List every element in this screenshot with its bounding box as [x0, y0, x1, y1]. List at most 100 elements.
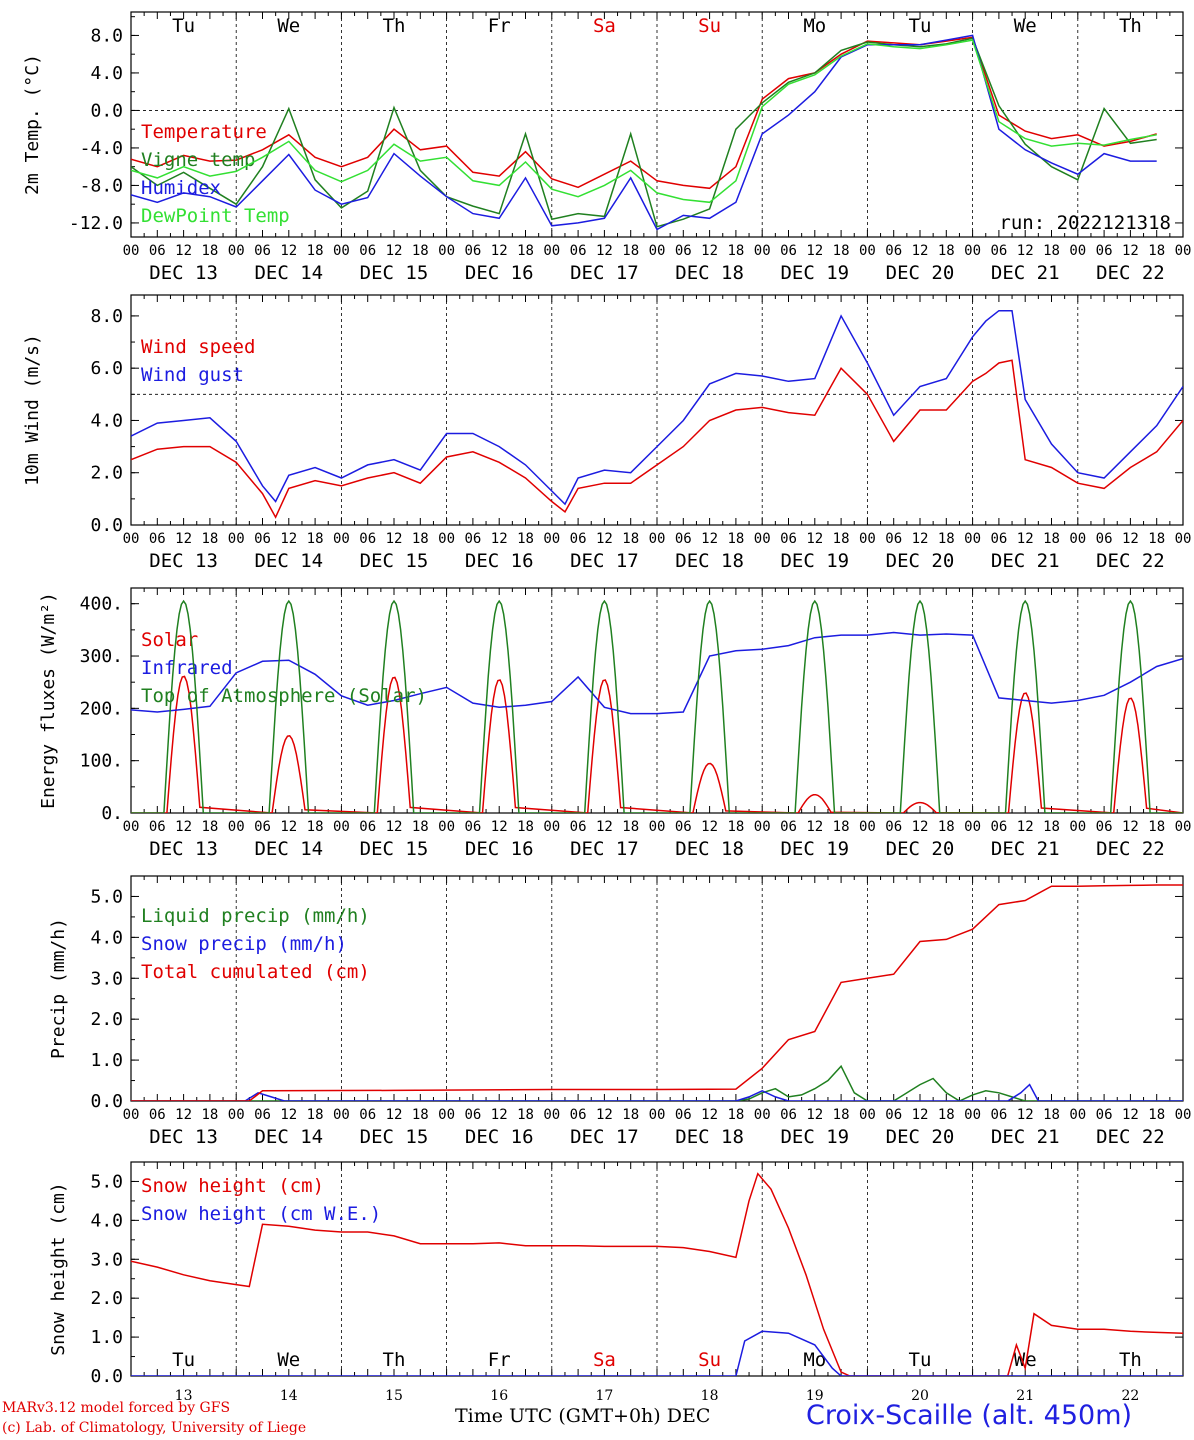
- run-annotation: run: 2022121318: [999, 212, 1171, 234]
- date-label: DEC 19: [780, 1126, 849, 1148]
- hour-tick-label: 18: [517, 531, 534, 547]
- panel-5: 5.0 4.0 3.0 2.0 1.0 0.0 Snow height (cm) Tu We Th…: [48, 1161, 1184, 1404]
- hour-tick-label: 18: [833, 531, 850, 547]
- y-tick-label: 300.: [80, 646, 123, 667]
- y-tick-label: 200.: [80, 698, 123, 719]
- date-label: DEC 18: [675, 550, 744, 572]
- hour-tick-label: 06: [675, 1107, 692, 1123]
- weekday-label: Tu: [909, 15, 932, 37]
- series-line: [131, 1064, 1183, 1101]
- date-label: DEC 15: [360, 550, 429, 572]
- hour-tick-label: 12: [1017, 1107, 1034, 1123]
- date-label: DEC 16: [465, 262, 534, 284]
- day-number-label: 21: [1016, 1388, 1034, 1404]
- hour-tick-label: 06: [359, 243, 376, 259]
- weekday-label: We: [277, 15, 300, 37]
- hour-tick-label: 12: [280, 531, 297, 547]
- hour-tick-label: 00: [123, 531, 140, 547]
- hour-tick-label: 06: [885, 531, 902, 547]
- day-number-label: 18: [701, 1388, 719, 1404]
- hour-tick-label: 06: [464, 1107, 481, 1123]
- weekday-label: Su: [698, 1349, 721, 1371]
- y-tick-label: 0.0: [90, 1366, 123, 1387]
- hour-tick-label: 06: [675, 819, 692, 835]
- hour-tick-label: 12: [701, 243, 718, 259]
- date-label: DEC 19: [780, 550, 849, 572]
- weekday-label: Tu: [909, 1349, 932, 1371]
- day-number-label: 17: [595, 1388, 613, 1404]
- date-label: DEC 13: [149, 838, 218, 860]
- y-tick-label: 4.0: [90, 1210, 123, 1231]
- hour-tick-label: 12: [1017, 819, 1034, 835]
- date-label: DEC 13: [149, 262, 218, 284]
- y-tick-label: 4.0: [90, 927, 123, 948]
- hour-tick-label: 06: [359, 531, 376, 547]
- legend-entry: Vigne temp: [141, 149, 255, 171]
- hour-tick-label: 00: [754, 1107, 771, 1123]
- hour-tick-label: 18: [1148, 1107, 1165, 1123]
- hour-tick-label: 18: [1043, 531, 1060, 547]
- hour-tick-label: 00: [1069, 1107, 1086, 1123]
- hour-tick-label: 12: [912, 1107, 929, 1123]
- hour-tick-label: 06: [570, 819, 587, 835]
- hour-tick-label: 00: [228, 1107, 245, 1123]
- hour-tick-label: 00: [649, 243, 666, 259]
- hour-tick-label: 12: [1017, 531, 1034, 547]
- date-label: DEC 14: [254, 262, 323, 284]
- date-label: DEC 13: [149, 1126, 218, 1148]
- hour-tick-label: 18: [517, 819, 534, 835]
- hour-tick-label: 00: [859, 531, 876, 547]
- legend-entry: Total cumulated (cm): [141, 961, 370, 983]
- hour-tick-label: 12: [175, 531, 192, 547]
- date-label: DEC 14: [254, 550, 323, 572]
- series-line: [131, 359, 1183, 519]
- hour-tick-label: 12: [806, 531, 823, 547]
- hour-tick-label: 06: [464, 531, 481, 547]
- date-label: DEC 15: [360, 838, 429, 860]
- hour-tick-label: 12: [386, 531, 403, 547]
- hour-tick-label: 00: [543, 819, 560, 835]
- hour-tick-label: 06: [570, 1107, 587, 1123]
- weekday-label: Th: [1119, 1349, 1142, 1371]
- hour-tick-label: 18: [201, 243, 218, 259]
- y-axis-label: Snow height (cm): [48, 1182, 69, 1355]
- date-label: DEC 17: [570, 838, 639, 860]
- hour-tick-label: 06: [570, 243, 587, 259]
- weekday-label: Mo: [803, 15, 826, 37]
- weekday-label: Fr: [488, 15, 511, 37]
- hour-tick-label: 18: [833, 243, 850, 259]
- hour-tick-label: 18: [622, 819, 639, 835]
- date-label: DEC 18: [675, 838, 744, 860]
- date-label: DEC 16: [465, 550, 534, 572]
- hour-tick-label: 00: [964, 531, 981, 547]
- hour-tick-label: 18: [201, 531, 218, 547]
- series-line: [131, 884, 1183, 1101]
- hour-tick-label: 00: [964, 243, 981, 259]
- hour-tick-label: 00: [649, 531, 666, 547]
- weekday-label: Th: [383, 15, 406, 37]
- day-number-label: 22: [1121, 1388, 1139, 1404]
- hour-tick-label: 12: [596, 531, 613, 547]
- y-tick-label: 8.0: [90, 25, 123, 46]
- hour-tick-label: 12: [596, 819, 613, 835]
- hour-tick-label: 00: [1175, 531, 1192, 547]
- y-tick-label: -8.0: [80, 175, 123, 196]
- y-axis-label: Energy fluxes (W/m²): [38, 592, 59, 809]
- date-label: DEC 16: [465, 838, 534, 860]
- hour-tick-label: 18: [727, 531, 744, 547]
- weekday-label: Sa: [593, 1349, 616, 1371]
- series-line: [131, 309, 1183, 506]
- day-number-label: 20: [911, 1388, 929, 1404]
- series-line: [131, 1172, 1183, 1376]
- hour-tick-label: 00: [1175, 819, 1192, 835]
- y-tick-label: 2.0: [90, 1009, 123, 1030]
- hour-tick-label: 06: [254, 243, 271, 259]
- hour-tick-label: 18: [938, 1107, 955, 1123]
- y-tick-label: 4.0: [90, 410, 123, 431]
- hour-tick-label: 18: [938, 531, 955, 547]
- hour-tick-label: 06: [990, 1107, 1007, 1123]
- hour-tick-label: 06: [885, 819, 902, 835]
- date-label: DEC 22: [1096, 550, 1165, 572]
